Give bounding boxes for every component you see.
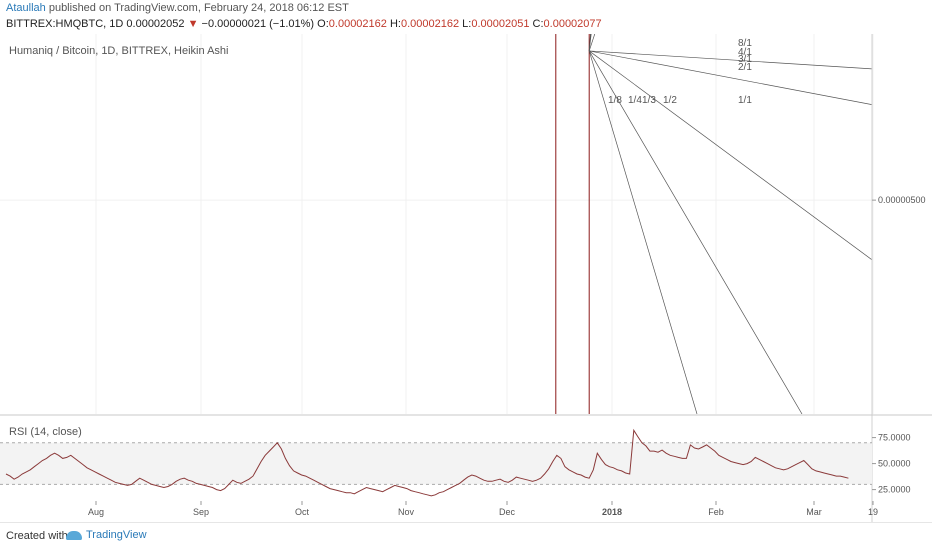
rsi-line-group [5,428,849,497]
time-tick-label: 2018 [602,507,622,517]
tradingview-logo-icon [66,530,82,540]
chart-area[interactable]: 8/14/13/12/11/11/21/31/41/8BACD0.0000113… [0,34,932,522]
low-value: 0.00002051 [471,18,530,30]
last-price: 0.00002052 [126,18,185,30]
time-tick-label: Aug [88,507,104,517]
time-tick-label: Nov [398,507,415,517]
close-value: 0.00002077 [543,18,602,30]
time-tick-label: Mar [806,507,822,517]
rsi-band [0,442,872,485]
tradingview-brand: TradingView [86,529,147,541]
price-axis[interactable]: 0.000075000.000070000.000065000.00006000… [872,34,926,205]
fan-label: 2/1 [738,62,752,73]
rsi-tick-label: 50.0000 [878,459,911,469]
drawing-tools[interactable]: 8/14/13/12/11/11/21/31/41/8BACD0.0000113… [0,34,880,414]
fan-line [588,50,698,414]
rsi-title: RSI (14, close) [9,426,82,438]
fan-line [588,50,872,261]
fan-label: 1/1 [738,95,752,106]
fan-label: 1/4 [628,95,642,106]
fan-label: 4/1 [738,47,752,58]
fan-line [589,50,872,105]
fan-label: 3/1 [738,54,752,65]
main-grid [0,34,874,414]
symbol-label: BITTREX:HMQBTC, 1D [6,18,124,30]
publish-info: Ataullah published on TradingView.com, F… [6,2,349,14]
low-label: L: [462,18,472,30]
price-tick-label: 0.00000500 [878,195,926,205]
created-with-label: Created with [6,530,68,542]
fan-label: 1/8 [608,95,622,106]
ohlc-header: BITTREX:HMQBTC, 1D 0.00002052 ▼ −0.00000… [6,18,602,30]
time-tick-label: Dec [499,507,516,517]
rsi-tick-label: 75.0000 [878,433,911,443]
fan-line [588,50,803,414]
fan-label: 1/3 [642,95,656,106]
down-arrow-icon: ▼ [187,18,199,30]
open-value: 0.00002162 [328,18,387,30]
author-link[interactable]: Ataullah [6,2,46,14]
time-tick-label: Sep [193,507,209,517]
rsi-line [5,428,849,497]
time-tick-label: Oct [295,507,310,517]
time-axis[interactable]: Aug Sep Oct Nov Dec 2018 Feb Mar 19 [88,501,878,517]
fan-label: 8/1 [738,38,752,49]
rsi-tick-label: 25.0000 [878,485,911,495]
time-tick-label: Feb [708,507,724,517]
published-text: published on TradingView.com, February 2… [48,2,349,14]
tradingview-link[interactable]: TradingView [66,529,147,541]
high-label: H: [389,18,401,30]
close-label: C: [532,18,544,30]
rsi-axis: 75.0000 50.0000 25.0000 [872,433,911,495]
fan-label: 1/2 [663,95,677,106]
fan-line [589,50,872,70]
price-change: −0.00000021 (−1.01%) [201,18,315,30]
time-tick-label: 19 [868,507,878,517]
footer: Created with TradingView [0,522,932,551]
chart-title: Humaniq / Bitcoin, 1D, BITTREX, Heikin A… [9,45,228,57]
open-label: O: [317,18,329,30]
high-value: 0.00002162 [400,18,460,30]
rsi-pane [0,428,872,497]
